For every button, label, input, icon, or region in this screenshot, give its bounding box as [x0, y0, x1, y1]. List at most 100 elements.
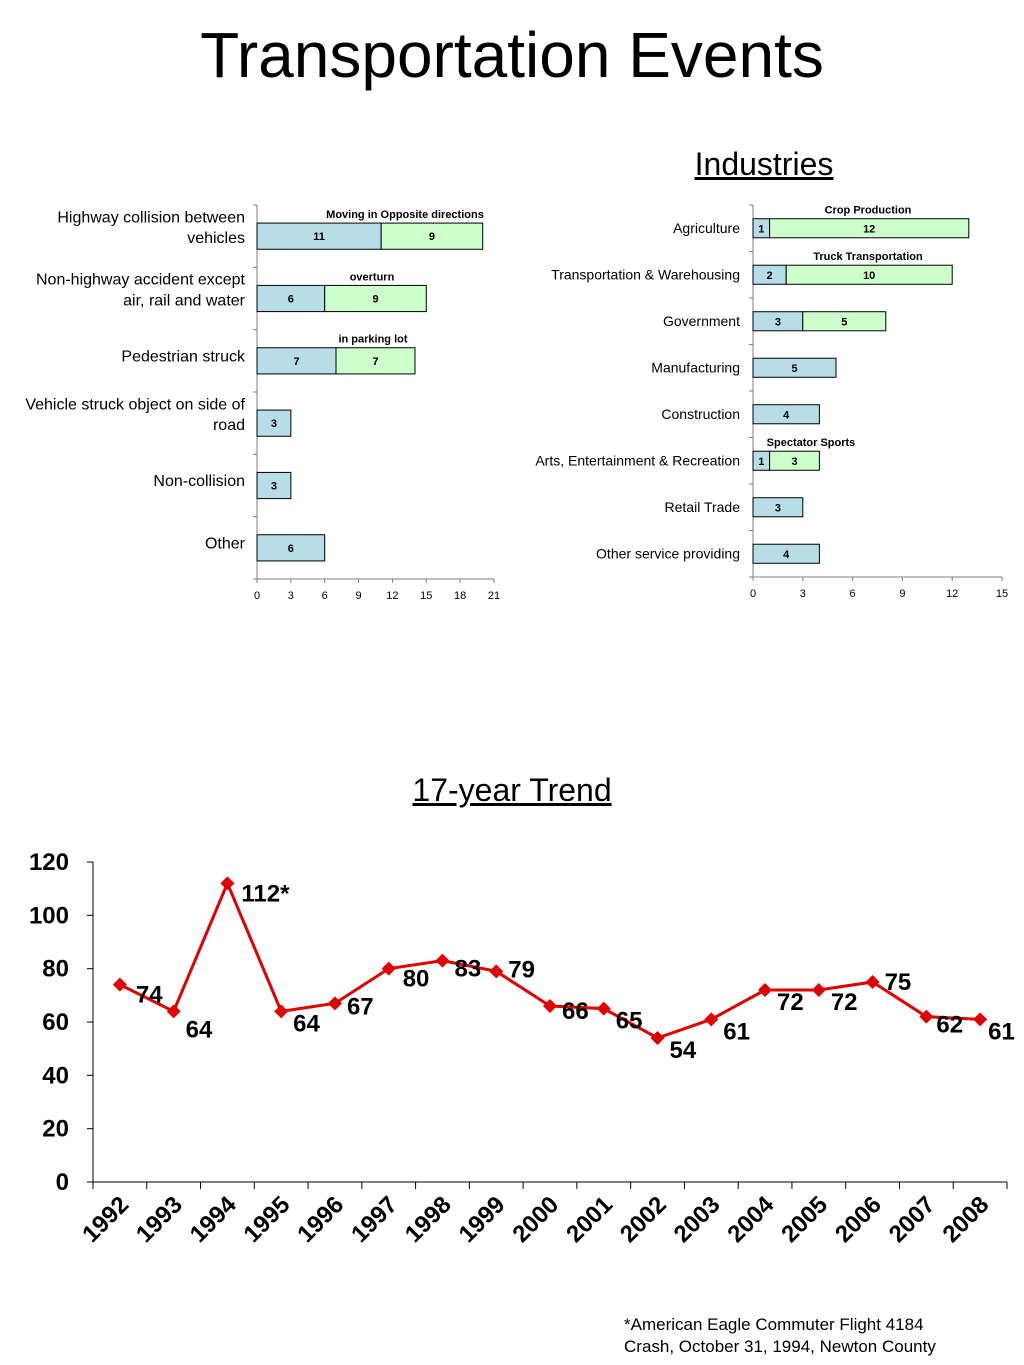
data-label: 112*	[241, 880, 290, 907]
y-tick-label: 40	[42, 1062, 69, 1089]
category-label: Transportation & Warehousing	[551, 267, 740, 283]
category-label: Arts, Entertainment & Recreation	[535, 453, 740, 469]
category-label: Pedestrian struck	[121, 348, 246, 365]
y-tick-label: 100	[29, 902, 69, 929]
bar-segment	[335, 347, 416, 375]
data-point	[973, 1012, 988, 1027]
x-tick-label: 12	[386, 590, 398, 602]
x-tick-label: 9	[356, 590, 362, 602]
bar-segment	[769, 450, 820, 471]
x-tick-label: 2005	[776, 1191, 833, 1248]
x-tick-label: 1999	[454, 1191, 511, 1248]
data-label: 75	[885, 969, 912, 996]
x-tick-label: 1994	[185, 1191, 242, 1248]
x-tick-label: 1992	[77, 1191, 134, 1248]
data-label: 5	[791, 363, 797, 375]
data-label: 11	[313, 231, 325, 243]
data-point	[112, 977, 127, 992]
industries-title: Industries	[694, 146, 834, 182]
data-label: 64	[293, 1010, 320, 1037]
data-point	[435, 953, 450, 968]
data-label: 2	[767, 270, 773, 282]
bar-segment	[752, 497, 804, 518]
x-tick-label: 3	[288, 590, 294, 602]
data-point	[489, 964, 504, 979]
category-label: Non-highway accident except air, rail and…	[36, 272, 246, 310]
x-tick-label: 15	[996, 588, 1008, 600]
x-tick-label: 1993	[131, 1191, 188, 1248]
x-tick-label: 15	[420, 590, 432, 602]
x-tick-label: 0	[254, 590, 260, 602]
x-tick-label: 1996	[292, 1191, 349, 1248]
category-label: Retail Trade	[665, 499, 741, 515]
x-tick-label: 2008	[938, 1191, 995, 1248]
data-label: 1	[758, 456, 764, 468]
category-label: Other	[205, 535, 246, 552]
category-label: Construction	[661, 406, 740, 422]
category-label: Agriculture	[673, 220, 740, 236]
data-point	[543, 999, 557, 1013]
data-label: 66	[562, 998, 589, 1025]
x-tick-label: 12	[946, 588, 958, 600]
bar-segment	[380, 222, 484, 250]
data-label: 83	[454, 956, 481, 983]
x-tick-label: 1998	[400, 1191, 457, 1248]
bar-annotation: in parking lot	[338, 334, 407, 346]
x-tick-label: 21	[488, 590, 500, 602]
data-point	[596, 1001, 611, 1016]
y-tick-label: 20	[42, 1116, 69, 1143]
y-tick-label: 0	[56, 1169, 69, 1196]
data-label: 12	[863, 223, 875, 235]
data-label: 3	[271, 481, 277, 493]
data-label: 6	[288, 543, 294, 555]
bar-segment	[256, 284, 326, 313]
bar-segment	[769, 218, 970, 239]
x-tick-label: 2001	[561, 1191, 618, 1248]
data-point	[327, 996, 342, 1011]
events-chart: 0 3 6 9 12 15 18 21 Highway collision between veh…	[25, 204, 500, 602]
x-tick-label: 1995	[239, 1191, 296, 1248]
data-label: 9	[429, 231, 435, 243]
data-label: 9	[372, 294, 378, 306]
y-tick-label: 80	[42, 956, 69, 983]
data-label: 61	[988, 1018, 1015, 1045]
x-tick-label: 2004	[722, 1191, 779, 1248]
footnote: *American Eagle Commuter Flight 4184 Cra…	[624, 1314, 936, 1358]
data-label: 61	[723, 1018, 750, 1045]
data-label: 7	[372, 356, 378, 368]
data-label: 80	[403, 966, 430, 993]
footnote-line-2: Crash, October 31, 1994, Newton County	[624, 1337, 936, 1356]
bar-annotation: Moving in Opposite directions	[326, 209, 484, 221]
data-label: 72	[831, 989, 858, 1016]
page-title: Transportation Events	[200, 19, 824, 91]
data-point	[865, 975, 880, 989]
category-label: Non-collision	[153, 473, 245, 490]
bar-segment	[324, 284, 427, 313]
x-tick-label: 2002	[615, 1191, 672, 1248]
data-label: 4	[783, 549, 790, 561]
x-tick-label: 0	[750, 588, 756, 600]
x-tick-label: 9	[899, 588, 905, 600]
data-point	[220, 876, 235, 891]
data-label: 74	[136, 982, 163, 1009]
bar-annotation: Spectator Sports	[767, 437, 856, 449]
category-label: Government	[663, 313, 740, 329]
data-label: 79	[508, 956, 535, 983]
data-label: 10	[863, 270, 875, 282]
category-label: Vehicle struck object on side of road	[25, 396, 245, 434]
data-label: 3	[775, 502, 781, 514]
data-label: 6	[288, 294, 294, 306]
x-tick-label: 3	[800, 588, 806, 600]
data-point	[704, 1012, 719, 1027]
x-tick-label: 6	[850, 588, 856, 600]
data-point	[650, 1031, 665, 1045]
data-point	[811, 983, 826, 997]
y-tick-label: 60	[42, 1009, 69, 1036]
y-tick-label: 120	[29, 849, 69, 876]
bar-segment	[256, 534, 326, 562]
x-tick-label: 6	[322, 590, 328, 602]
x-tick-label: 2003	[669, 1191, 726, 1248]
data-point	[919, 1009, 934, 1024]
bar-segment	[256, 222, 382, 250]
data-label: 54	[670, 1037, 697, 1064]
